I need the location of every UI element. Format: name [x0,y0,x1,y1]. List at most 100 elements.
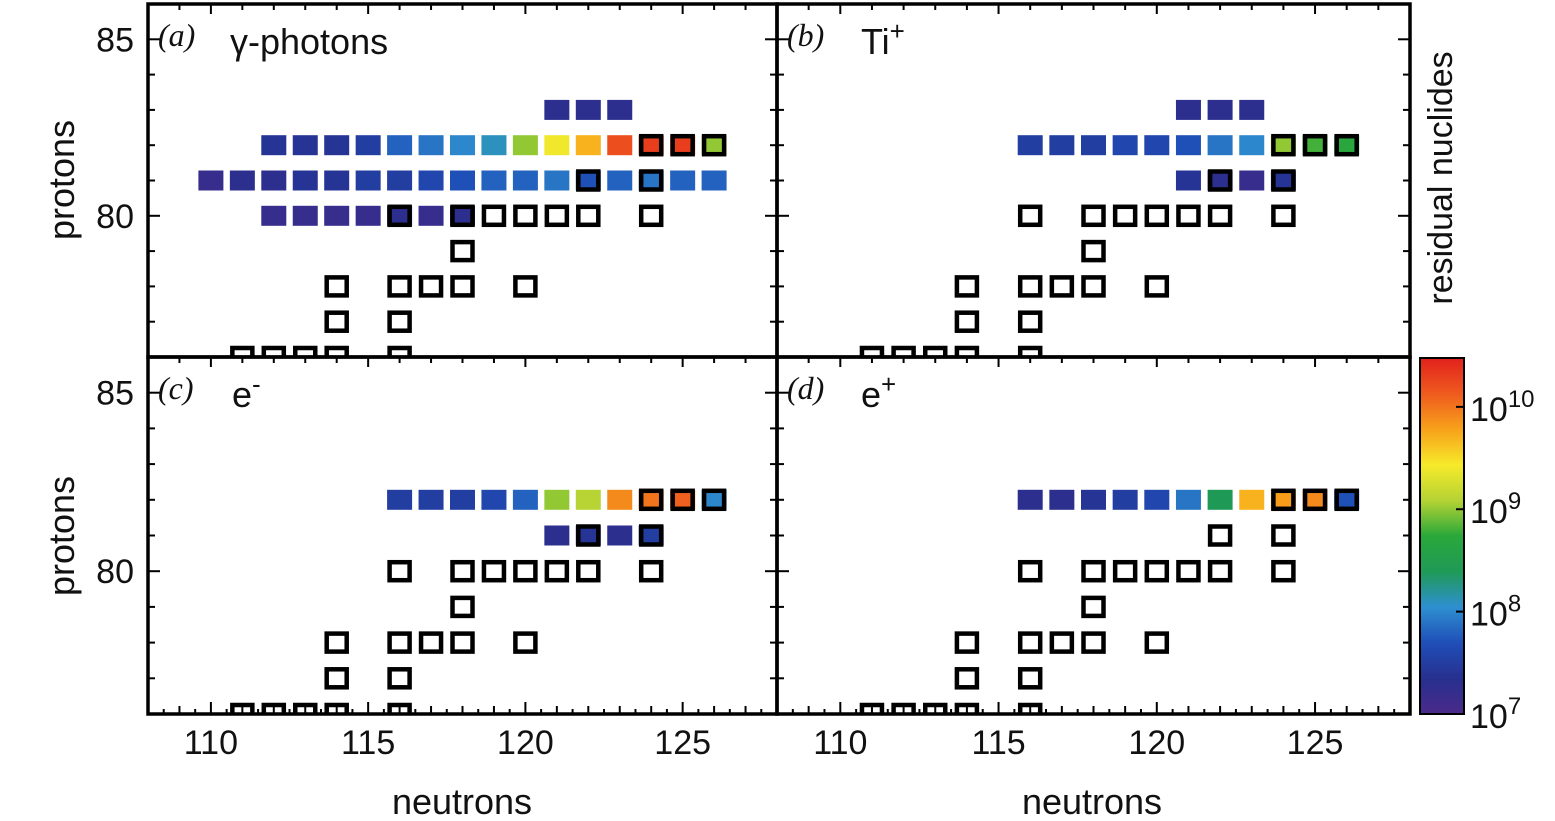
stable-isotope-n118-z79 [1081,239,1106,263]
nuclide-cell-n115-z80 [355,205,381,226]
stable-isotope-n122-z80 [576,204,601,228]
nuclide-cell-n126-z82 [701,489,727,510]
nuclide-cell-n122-z81 [575,170,601,191]
nuclide-cell-n110-z81 [198,170,224,191]
nuclide-cell-n123-z82 [1239,489,1265,510]
colorbar-gradient [1419,357,1465,715]
nuclide-cell-n121-z82 [544,489,570,510]
nuclide-cell-n118-z82 [1081,135,1106,156]
stable-isotope-n113-z76 [923,345,948,357]
x-tick-label-115: 115 [341,724,395,762]
nuclide-cell-n126-z82 [1334,135,1360,156]
nuclide-cell-n117-z82 [1049,489,1075,510]
panel-b: (b) Ti+ [775,2,1412,359]
nuclide-cell-n124-z82 [1270,135,1296,156]
nuclide-cell-n124-z81 [1270,170,1296,191]
stable-isotope-n124-z80 [1271,559,1296,583]
nuclide-cell-n122-z82 [1207,135,1233,156]
stable-isotope-n124-z82 [638,133,664,157]
nuclide-cell-n116-z80 [387,205,413,226]
stable-isotope-n119-z80 [481,559,507,583]
stable-isotope-n118-z78 [450,275,475,298]
stable-isotope-n122-z80 [576,559,601,583]
x-tick-label-120: 120 [1128,724,1185,762]
x-tick-label-125: 125 [1287,724,1344,762]
stable-isotope-n121-z80 [544,204,570,228]
stable-isotope-n117-z78 [1049,275,1075,298]
stable-isotope-n120-z78 [513,275,538,298]
nuclide-cell-n121-z82 [1175,489,1201,510]
nuclide-cell-n115-z82 [355,135,381,156]
nuclide-cell-n114-z81 [324,170,350,191]
stable-isotope-n122-z81 [576,169,601,192]
panel-letter: (d) [787,370,824,406]
nuclide-cell-n117-z82 [1049,135,1075,156]
nuclide-cell-n117-z82 [418,135,444,156]
nuclide-cell-n121-z81 [544,170,570,191]
stable-isotope-n118-z79 [450,595,475,619]
stable-isotope-n114-z77 [324,310,349,333]
nuclide-cell-n125-z82 [1302,135,1328,156]
nuclide-cell-n116-z82 [1017,135,1043,156]
stable-isotope-n124-z80 [1271,204,1296,228]
stable-isotope-n119-z80 [1112,559,1138,583]
stable-isotope-n114-z77 [324,667,349,690]
stable-isotope-n114-z78 [954,631,980,654]
stable-isotope-n117-z78 [418,275,444,298]
stable-isotope-n124-z82 [638,488,664,512]
nuclide-cell-n123-z81 [607,170,633,191]
nuclide-cell-n123-z83 [1239,99,1265,120]
y-tick-label-80: 80 [96,198,134,236]
stable-isotope-n125-z82 [670,488,695,512]
x-tick-label-110: 110 [813,724,867,762]
nuclide-cell-n120-z82 [1144,489,1170,510]
nuclide-cell-n122-z82 [1207,489,1233,510]
stable-isotope-n122-z81 [576,524,601,547]
nuclide-cell-n118-z82 [450,135,475,156]
panels-layer: 80 85 (a) γ-photons (b) Ti+ 80 85 110 115 120 125 (c… [96,2,1412,762]
nuclide-cell-n120-z81 [512,170,538,191]
stable-isotope-n114-z78 [324,631,349,654]
nuclide-cell-n118-z82 [450,489,475,510]
x-tick-label-120: 120 [497,724,554,762]
stable-isotope-n126-z82 [1334,133,1359,157]
nuclide-cell-n125-z81 [670,170,696,191]
nuclide-cell-n112-z81 [261,170,287,191]
nuclide-cell-n125-z82 [1302,489,1328,510]
nuclide-cell-n122-z82 [575,489,601,510]
nuclide-cell-n123-z82 [607,489,633,510]
colorbar-tick-label-1: 108 [1470,591,1521,634]
colorbar: residual nuclides 107 108 109 1010 [1419,51,1535,736]
panel-plot-area [230,488,727,714]
stable-isotope-n124-z81 [638,169,664,192]
panel-letter: (a) [158,17,195,53]
nuclide-cell-n117-z80 [418,205,444,226]
stable-isotope-n114-z77 [954,310,980,333]
nuclide-cell-n123-z81 [1239,170,1265,191]
nuclide-cell-n123-z82 [607,135,633,156]
colorbar-label: residual nuclides [1422,51,1460,304]
colorbar-tick-label-0: 107 [1470,693,1521,736]
stable-isotope-n112-z76 [891,345,916,357]
stable-isotope-n121-z80 [1176,204,1201,228]
panel-plot-area [859,488,1360,714]
stable-isotope-n114-z78 [954,275,980,298]
stable-isotope-n124-z80 [638,204,664,228]
stable-isotope-n122-z80 [1207,204,1233,228]
nuclide-cell-n120-z82 [512,489,538,510]
nuclide-cell-n125-z82 [670,135,696,156]
stable-isotope-n111-z76 [230,345,255,357]
nuclide-cell-n121-z81 [544,525,570,546]
nuclide-cell-n121-z82 [544,135,570,156]
stable-isotope-n124-z82 [1271,133,1296,157]
panel-projectile-label: e+ [861,369,896,415]
nuclide-cell-n124-z81 [638,525,664,546]
stable-isotope-n116-z76 [1017,345,1043,357]
nuclide-cell-n117-z81 [418,170,444,191]
x-axis-title-left: neutrons [392,781,532,821]
nuclide-cell-n114-z80 [324,205,350,226]
panel-plot-area [859,99,1360,357]
stable-isotope-n122-z81 [1207,169,1233,192]
stable-isotope-n120-z78 [1144,631,1170,654]
